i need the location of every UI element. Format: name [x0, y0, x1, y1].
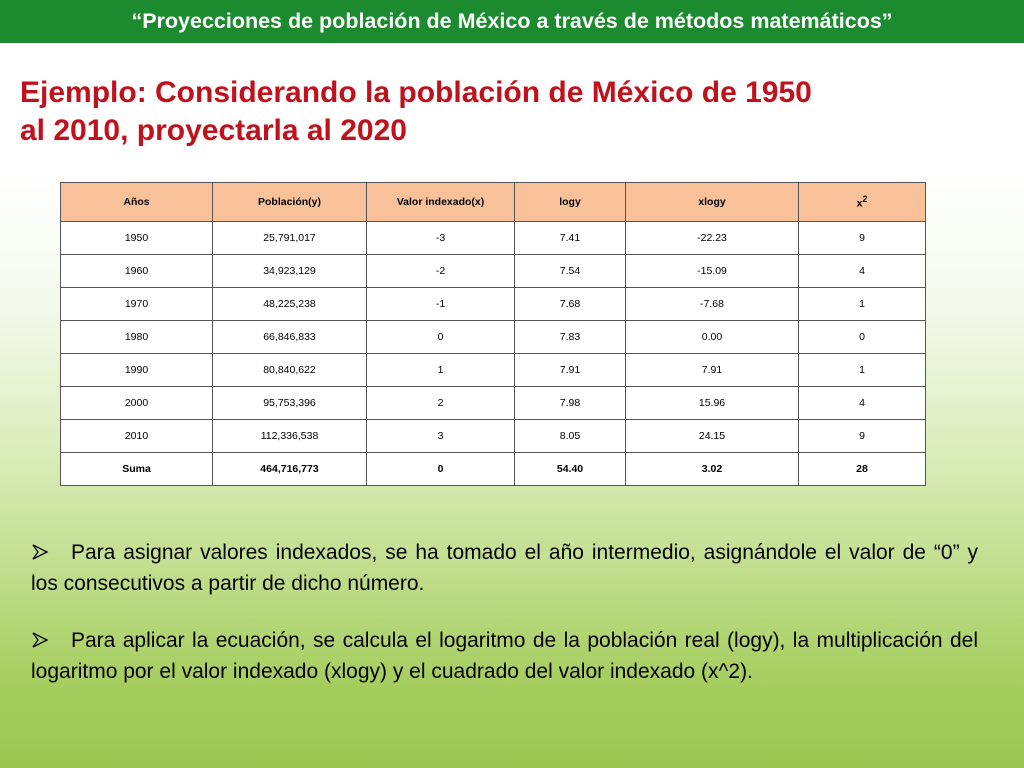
cell-index: -3 — [366, 221, 515, 255]
cell-xlogy: -7.68 — [625, 287, 799, 321]
population-table: Años Población(y) Valor indexado(x) logy… — [60, 182, 926, 486]
sum-population: 464,716,773 — [212, 452, 367, 486]
header-logy: logy — [514, 182, 626, 222]
table-sum-row: Suma 464,716,773 0 54.40 3.02 28 — [60, 452, 926, 486]
sum-logy: 54.40 — [514, 452, 626, 486]
cell-index: 3 — [366, 419, 515, 453]
table-row: 1970 48,225,238 -1 7.68 -7.68 1 — [60, 287, 926, 321]
heading-line-1: Ejemplo: Considerando la población de Mé… — [20, 76, 812, 109]
header-poblacion: Población(y) — [212, 182, 367, 222]
cell-year: 1970 — [60, 287, 213, 321]
header-valor-indexado: Valor indexado(x) — [366, 182, 515, 222]
cell-x-squared: 4 — [798, 254, 926, 288]
cell-logy: 7.41 — [514, 221, 626, 255]
cell-year: 2010 — [60, 419, 213, 453]
cell-year: 2000 — [60, 386, 213, 420]
bullet-text: Para aplicar la ecuación, se calcula el … — [31, 629, 978, 683]
arrow-bullet-icon — [31, 537, 71, 568]
bullet-text: Para asignar valores indexados, se ha to… — [31, 541, 978, 595]
cell-population: 25,791,017 — [212, 221, 367, 255]
sum-label: Suma — [60, 452, 213, 486]
cell-x-squared: 4 — [798, 386, 926, 420]
table-row: 2010 112,336,538 3 8.05 24.15 9 — [60, 419, 926, 453]
cell-index: 0 — [366, 320, 515, 354]
table-row: 1960 34,923,129 -2 7.54 -15.09 4 — [60, 254, 926, 288]
cell-x-squared: 1 — [798, 287, 926, 321]
cell-xlogy: 24.15 — [625, 419, 799, 453]
cell-year: 1960 — [60, 254, 213, 288]
cell-index: -1 — [366, 287, 515, 321]
header-xlogy: xlogy — [625, 182, 799, 222]
cell-xlogy: -15.09 — [625, 254, 799, 288]
sum-xlogy: 3.02 — [625, 452, 799, 486]
cell-x-squared: 9 — [798, 419, 926, 453]
cell-logy: 7.98 — [514, 386, 626, 420]
header-x-exponent: 2 — [862, 194, 868, 205]
sum-index: 0 — [366, 452, 515, 486]
slide-title: “Proyecciones de población de México a t… — [131, 9, 893, 33]
cell-x-squared: 9 — [798, 221, 926, 255]
cell-index: 2 — [366, 386, 515, 420]
cell-logy: 8.05 — [514, 419, 626, 453]
explanation-bullets: Para asignar valores indexados, se ha to… — [31, 537, 978, 713]
table-row: 1950 25,791,017 -3 7.41 -22.23 9 — [60, 221, 926, 255]
sum-x-squared: 28 — [798, 452, 926, 486]
cell-logy: 7.68 — [514, 287, 626, 321]
cell-population: 95,753,396 — [212, 386, 367, 420]
cell-year: 1990 — [60, 353, 213, 387]
cell-x-squared: 0 — [798, 320, 926, 354]
table-row: 1990 80,840,622 1 7.91 7.91 1 — [60, 353, 926, 387]
cell-population: 66,846,833 — [212, 320, 367, 354]
bullet-item: Para asignar valores indexados, se ha to… — [31, 537, 978, 599]
cell-xlogy: 7.91 — [625, 353, 799, 387]
cell-logy: 7.83 — [514, 320, 626, 354]
cell-x-squared: 1 — [798, 353, 926, 387]
heading-line-2: al 2010, proyectarla al 2020 — [20, 114, 407, 147]
cell-population: 112,336,538 — [212, 419, 367, 453]
cell-population: 34,923,129 — [212, 254, 367, 288]
cell-population: 48,225,238 — [212, 287, 367, 321]
example-heading: Ejemplo: Considerando la población de Mé… — [20, 74, 980, 150]
table-row: 1980 66,846,833 0 7.83 0.00 0 — [60, 320, 926, 354]
arrow-bullet-icon — [31, 625, 71, 656]
slide-title-bar: “Proyecciones de población de México a t… — [0, 0, 1024, 43]
cell-year: 1950 — [60, 221, 213, 255]
cell-year: 1980 — [60, 320, 213, 354]
table-header-row: Años Población(y) Valor indexado(x) logy… — [60, 182, 926, 222]
cell-logy: 7.91 — [514, 353, 626, 387]
header-x-base: x — [856, 197, 863, 210]
cell-population: 80,840,622 — [212, 353, 367, 387]
cell-xlogy: -22.23 — [625, 221, 799, 255]
cell-index: 1 — [366, 353, 515, 387]
cell-xlogy: 15.96 — [625, 386, 799, 420]
header-anos: Años — [60, 182, 213, 222]
bullet-item: Para aplicar la ecuación, se calcula el … — [31, 625, 978, 687]
cell-index: -2 — [366, 254, 515, 288]
cell-logy: 7.54 — [514, 254, 626, 288]
header-x-squared: x2 — [798, 182, 926, 222]
cell-xlogy: 0.00 — [625, 320, 799, 354]
table-row: 2000 95,753,396 2 7.98 15.96 4 — [60, 386, 926, 420]
